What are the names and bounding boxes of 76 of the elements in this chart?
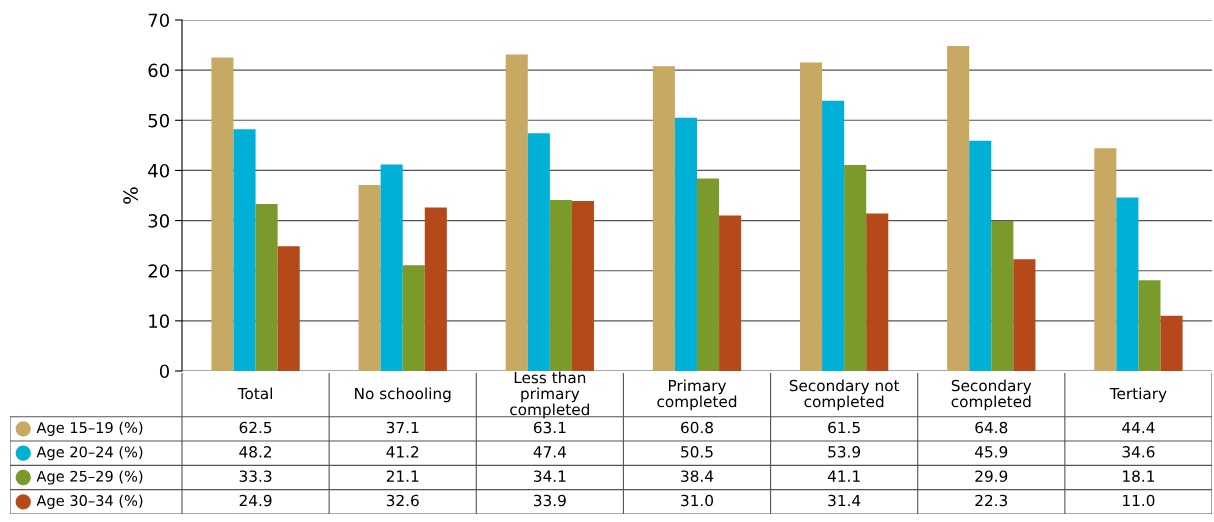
data-label: 64.8 [975,421,1008,434]
bar [947,46,970,371]
bar [211,57,234,371]
data-label: 48.2 [239,446,272,458]
legend-label: Age 25–29 (%) [36,470,143,485]
bar [402,265,425,371]
data-label: 21.1 [386,470,419,482]
legend-label: Age 30–34 (%) [36,494,143,509]
bar [844,164,867,371]
x-tick-label: Primary completed [657,379,737,411]
data-label: 62.5 [239,421,272,434]
bar [505,54,528,371]
bar [424,207,447,371]
x-tick-label: Tertiary [1109,387,1167,403]
bar [674,117,697,371]
bar [571,201,594,371]
y-tick-label: 0 [159,364,169,379]
y-tick-label: 40 [148,163,169,178]
bar [1138,280,1161,371]
bar [822,100,845,371]
data-label: 32.6 [386,494,419,507]
data-label: 33.3 [239,470,272,482]
data-label: 41.2 [386,446,419,458]
y-tick-label: 10 [149,314,169,328]
data-label: 11.0 [1123,494,1155,507]
data-label: 47.4 [533,446,567,458]
x-tick-label: Secondary completed [951,379,1032,411]
data-label: 44.4 [1122,421,1155,434]
data-label: 53.9 [828,446,861,458]
bar [527,133,550,371]
y-tick-label: 60 [148,63,169,78]
data-label: 34.6 [1122,446,1155,458]
legend-label: Age 15–19 (%) [36,421,143,436]
bar [866,213,889,371]
bar [1160,315,1183,371]
x-tick-label: No schooling [355,387,451,403]
y-tick-label: 50 [148,113,169,128]
data-label: 38.4 [681,470,714,482]
bar [719,215,742,371]
bar [380,164,403,371]
data-label: 60.8 [681,421,713,434]
data-label: 24.9 [239,494,272,507]
data-label: 31.4 [828,494,861,507]
y-tick-label: 70 [148,13,169,28]
bar [233,129,256,371]
x-tick-label: Total [237,387,272,400]
y-axis-title: % [123,187,138,204]
bar [1094,148,1117,371]
data-label: 41.1 [827,470,860,482]
bar [652,66,675,371]
bar [358,184,381,371]
legend-label: Age 20–24 (%) [36,446,143,461]
bar [697,178,720,371]
bar [991,221,1014,371]
bar [1013,259,1036,371]
bar [255,204,278,371]
data-label: 50.5 [681,446,713,458]
data-label: 63.1 [533,421,566,434]
data-label: 22.3 [975,494,1008,507]
bar [1116,197,1139,371]
x-tick-label: Secondary not completed [789,379,900,411]
data-label: 18.1 [1123,470,1155,482]
x-tick-label: Less than primary completed [510,371,589,419]
data-label: 34.1 [534,470,566,482]
data-label: 29.9 [975,470,1008,482]
bar [277,246,300,371]
bar [549,200,572,371]
y-tick-label: 30 [148,214,169,228]
data-label: 31.0 [681,494,713,507]
bar [800,62,823,371]
data-label: 37.1 [386,421,419,434]
data-label: 45.9 [975,446,1008,458]
bar [969,140,992,371]
data-label: 61.5 [828,421,860,434]
data-label: 33.9 [534,494,566,507]
y-tick-label: 20 [148,264,169,278]
